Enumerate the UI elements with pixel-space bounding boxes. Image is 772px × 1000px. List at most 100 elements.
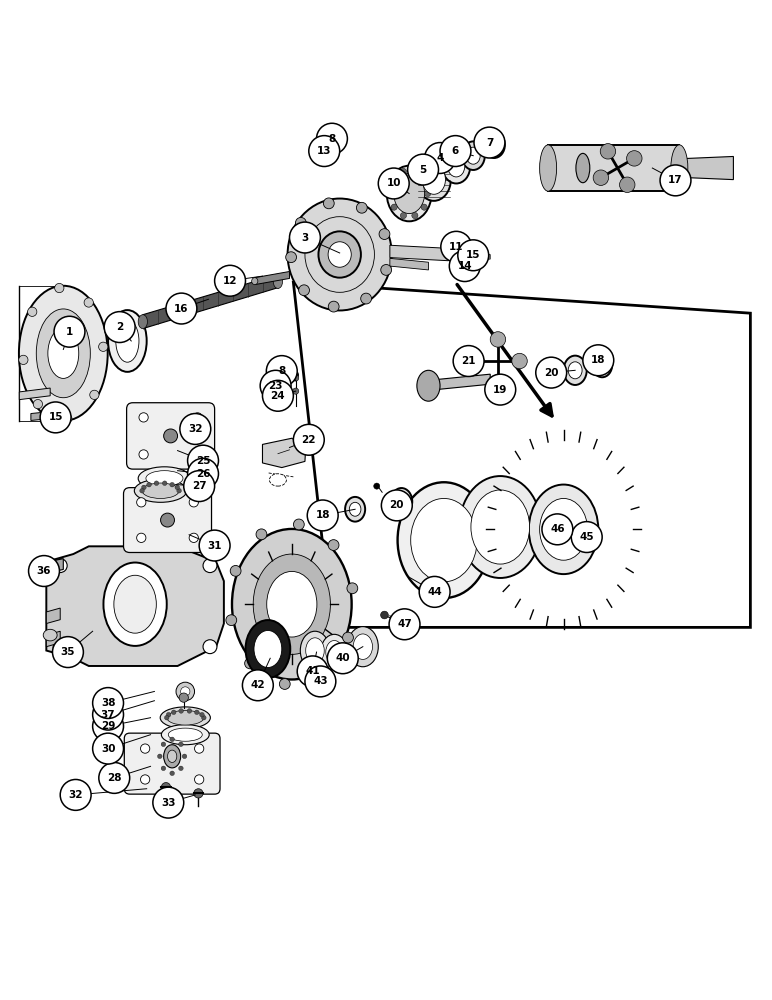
Polygon shape xyxy=(452,246,482,252)
Polygon shape xyxy=(428,374,490,390)
Text: 15: 15 xyxy=(466,250,480,260)
Text: 31: 31 xyxy=(208,541,222,551)
Circle shape xyxy=(328,301,339,312)
Circle shape xyxy=(388,190,394,197)
Circle shape xyxy=(139,413,148,422)
Text: 15: 15 xyxy=(49,412,63,422)
Circle shape xyxy=(627,151,642,166)
Circle shape xyxy=(600,144,616,159)
Text: 19: 19 xyxy=(493,385,507,395)
Text: 35: 35 xyxy=(61,647,75,657)
Circle shape xyxy=(139,450,148,459)
Text: 10: 10 xyxy=(387,178,401,188)
Circle shape xyxy=(512,353,527,369)
Circle shape xyxy=(137,533,146,542)
Circle shape xyxy=(215,265,245,296)
Text: 45: 45 xyxy=(580,532,594,542)
Ellipse shape xyxy=(592,353,612,377)
Circle shape xyxy=(245,658,256,669)
Text: 12: 12 xyxy=(223,276,237,286)
Ellipse shape xyxy=(164,745,181,768)
Circle shape xyxy=(178,742,183,747)
Circle shape xyxy=(164,715,169,720)
Circle shape xyxy=(84,298,93,307)
Text: 41: 41 xyxy=(306,666,320,676)
Circle shape xyxy=(33,399,42,409)
Ellipse shape xyxy=(267,571,317,637)
Ellipse shape xyxy=(142,483,179,498)
Circle shape xyxy=(299,285,310,296)
Ellipse shape xyxy=(459,476,541,578)
Polygon shape xyxy=(390,245,463,261)
Ellipse shape xyxy=(327,139,341,146)
Circle shape xyxy=(99,342,108,351)
Ellipse shape xyxy=(576,153,590,183)
Circle shape xyxy=(54,316,85,347)
Ellipse shape xyxy=(442,150,470,183)
Circle shape xyxy=(296,217,306,228)
Text: 47: 47 xyxy=(397,619,412,629)
Circle shape xyxy=(53,640,67,654)
Circle shape xyxy=(55,283,64,293)
Ellipse shape xyxy=(326,641,343,664)
Circle shape xyxy=(449,251,480,282)
Circle shape xyxy=(297,656,328,687)
Circle shape xyxy=(260,370,291,401)
Circle shape xyxy=(293,424,324,455)
Circle shape xyxy=(425,143,455,173)
Text: 32: 32 xyxy=(69,790,83,800)
FancyBboxPatch shape xyxy=(127,403,215,469)
Circle shape xyxy=(170,737,174,742)
Circle shape xyxy=(381,490,412,521)
Ellipse shape xyxy=(394,173,425,214)
Text: 23: 23 xyxy=(269,381,283,391)
Circle shape xyxy=(176,682,195,701)
Circle shape xyxy=(347,583,357,594)
Text: 38: 38 xyxy=(101,698,115,708)
Circle shape xyxy=(307,500,338,531)
Circle shape xyxy=(381,265,391,275)
Circle shape xyxy=(408,154,438,185)
Ellipse shape xyxy=(347,627,378,667)
Polygon shape xyxy=(262,438,306,468)
FancyBboxPatch shape xyxy=(124,488,212,552)
Circle shape xyxy=(441,231,472,262)
Ellipse shape xyxy=(529,485,598,574)
Circle shape xyxy=(583,345,614,376)
Text: 4: 4 xyxy=(436,153,444,163)
Text: 36: 36 xyxy=(37,566,51,576)
Circle shape xyxy=(361,293,371,304)
Text: 25: 25 xyxy=(196,456,210,466)
Circle shape xyxy=(182,754,187,759)
Ellipse shape xyxy=(19,286,107,421)
Ellipse shape xyxy=(422,165,445,194)
Circle shape xyxy=(266,356,297,387)
Text: 37: 37 xyxy=(101,710,115,720)
Text: 5: 5 xyxy=(419,165,427,175)
Text: 8: 8 xyxy=(278,366,286,376)
Circle shape xyxy=(542,514,573,545)
Circle shape xyxy=(170,771,174,776)
Circle shape xyxy=(28,307,37,316)
Text: 27: 27 xyxy=(192,481,206,491)
Circle shape xyxy=(180,414,211,444)
Circle shape xyxy=(328,540,339,550)
Ellipse shape xyxy=(345,497,365,522)
Circle shape xyxy=(660,165,691,196)
Circle shape xyxy=(536,357,567,388)
Ellipse shape xyxy=(462,141,485,170)
Circle shape xyxy=(230,565,241,576)
Circle shape xyxy=(293,375,299,381)
Circle shape xyxy=(175,485,180,490)
Circle shape xyxy=(161,742,166,747)
Circle shape xyxy=(201,715,206,720)
Circle shape xyxy=(141,744,150,753)
Ellipse shape xyxy=(488,138,500,152)
Polygon shape xyxy=(679,156,733,180)
Ellipse shape xyxy=(161,725,209,745)
Ellipse shape xyxy=(276,369,298,381)
Ellipse shape xyxy=(323,136,346,149)
Circle shape xyxy=(317,123,347,154)
Text: 8: 8 xyxy=(328,134,336,144)
Ellipse shape xyxy=(269,474,286,486)
